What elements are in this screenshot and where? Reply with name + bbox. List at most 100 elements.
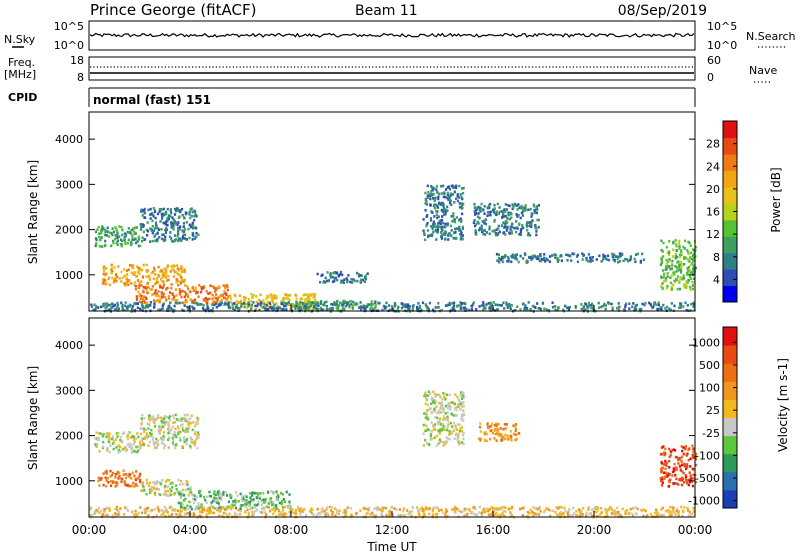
heatmap-cell bbox=[166, 264, 169, 268]
heatmap-cell bbox=[136, 514, 139, 517]
heatmap-cell bbox=[624, 510, 627, 513]
heatmap-cell bbox=[429, 407, 432, 411]
heatmap-cell bbox=[431, 211, 434, 214]
heatmap-cell bbox=[474, 233, 477, 236]
heatmap-cell bbox=[676, 287, 679, 291]
heatmap-cell bbox=[286, 506, 290, 509]
heatmap-cell bbox=[115, 307, 118, 311]
heatmap-cell bbox=[155, 417, 159, 420]
nsearch-label: N.Search bbox=[746, 30, 796, 43]
heatmap-cell bbox=[95, 445, 98, 448]
heatmap-cell bbox=[325, 300, 328, 304]
heatmap-cell bbox=[359, 509, 362, 512]
heatmap-cell bbox=[459, 402, 462, 406]
heatmap-cell bbox=[98, 511, 101, 514]
heatmap-cell bbox=[165, 288, 168, 291]
heatmap-cell bbox=[172, 433, 175, 436]
heatmap-cell bbox=[181, 213, 184, 217]
heatmap-cell bbox=[505, 303, 508, 306]
heatmap-cell bbox=[201, 511, 204, 514]
heatmap-cell bbox=[250, 305, 253, 309]
heatmap-cell bbox=[459, 237, 462, 241]
heatmap-cell bbox=[185, 439, 188, 442]
heatmap-cell bbox=[187, 287, 190, 291]
heatmap-cell bbox=[169, 491, 172, 495]
heatmap-cell bbox=[329, 307, 333, 310]
heatmap-cell bbox=[156, 227, 159, 230]
heatmap-cell bbox=[493, 218, 496, 222]
heatmap-cell bbox=[526, 308, 529, 312]
heatmap-cell bbox=[454, 426, 457, 430]
heatmap-cell bbox=[434, 415, 437, 419]
heatmap-cell bbox=[165, 228, 169, 231]
heatmap-cell bbox=[161, 436, 164, 439]
heatmap-cell bbox=[531, 510, 534, 514]
heatmap-cell bbox=[376, 508, 379, 512]
heatmap-cell bbox=[470, 304, 473, 308]
heatmap-cell bbox=[271, 296, 274, 299]
ytick-label: 1000 bbox=[55, 475, 83, 488]
heatmap-cell bbox=[453, 190, 456, 194]
heatmap-cell bbox=[184, 483, 187, 486]
heatmap-cell bbox=[461, 391, 464, 394]
heatmap-cell bbox=[440, 234, 443, 238]
heatmap-cell bbox=[148, 423, 151, 426]
heatmap-cell bbox=[143, 430, 146, 433]
heatmap-cell bbox=[173, 295, 176, 298]
heatmap-cell bbox=[646, 514, 649, 517]
heatmap-cell bbox=[442, 202, 445, 205]
heatmap-cell bbox=[96, 443, 99, 446]
heatmap-cell bbox=[189, 417, 192, 420]
heatmap-cell bbox=[159, 308, 162, 312]
heatmap-cell bbox=[262, 507, 265, 510]
heatmap-cell bbox=[502, 213, 505, 217]
heatmap-cell bbox=[366, 272, 369, 275]
heatmap-cell bbox=[323, 303, 326, 307]
heatmap-cell bbox=[520, 204, 523, 208]
heatmap-cell bbox=[668, 466, 671, 469]
heatmap-cell bbox=[125, 507, 128, 511]
heatmap-cell bbox=[473, 210, 476, 213]
heatmap-cell bbox=[135, 275, 138, 278]
heatmap-cell bbox=[189, 512, 192, 516]
heatmap-cell bbox=[524, 206, 527, 210]
heatmap-cell bbox=[674, 256, 677, 260]
heatmap-cell bbox=[168, 429, 171, 433]
heatmap-cell bbox=[622, 259, 625, 263]
heatmap-cell bbox=[180, 267, 183, 271]
heatmap-cell bbox=[118, 471, 121, 474]
heatmap-cell bbox=[214, 288, 217, 292]
heatmap-cell bbox=[260, 301, 263, 305]
heatmap-cell bbox=[240, 302, 243, 306]
heatmap-cell bbox=[603, 302, 606, 306]
heatmap-cell bbox=[470, 308, 473, 311]
heatmap-cell bbox=[462, 413, 465, 417]
heatmap-cell bbox=[187, 306, 190, 309]
heatmap-cell bbox=[192, 441, 195, 445]
heatmap-cell bbox=[474, 507, 477, 510]
heatmap-cell bbox=[105, 234, 108, 237]
heatmap-cell bbox=[139, 223, 142, 226]
heatmap-cell bbox=[180, 492, 183, 496]
colorbar-swatch bbox=[723, 252, 737, 270]
heatmap-cell bbox=[194, 301, 197, 305]
heatmap-cell bbox=[660, 248, 663, 252]
heatmap-cell bbox=[337, 512, 340, 516]
heatmap-cell bbox=[192, 497, 195, 501]
heatmap-cell bbox=[331, 511, 334, 514]
heatmap-cell bbox=[202, 508, 206, 512]
heatmap-cell bbox=[164, 489, 167, 493]
heatmap-cell bbox=[495, 252, 499, 256]
heatmap-cell bbox=[462, 394, 465, 398]
heatmap-cell bbox=[112, 239, 115, 243]
heatmap-cell bbox=[252, 498, 255, 501]
heatmap-cell bbox=[455, 216, 458, 219]
heatmap-cell bbox=[687, 458, 690, 462]
heatmap-cell bbox=[484, 307, 487, 310]
heatmap-cell bbox=[231, 302, 234, 306]
heatmap-cell bbox=[181, 236, 184, 240]
heatmap-cell bbox=[531, 305, 534, 308]
heatmap-cell bbox=[568, 306, 571, 309]
heatmap-cell bbox=[608, 258, 611, 262]
heatmap-cell bbox=[192, 514, 195, 517]
